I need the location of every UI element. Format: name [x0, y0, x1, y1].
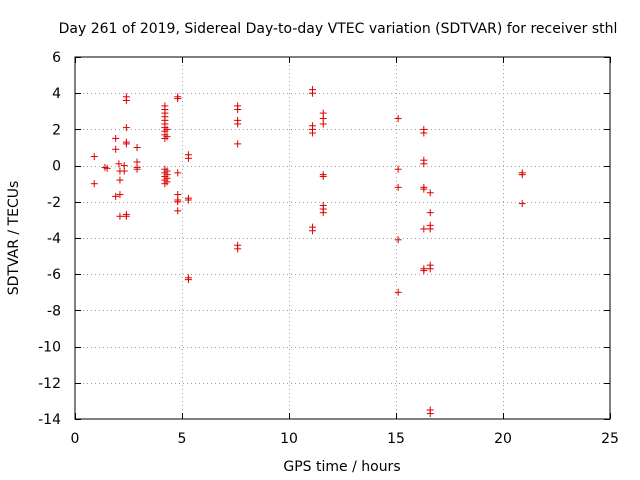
data-point — [309, 129, 317, 137]
data-point — [116, 191, 124, 199]
chart-title: Day 261 of 2019, Sidereal Day-to-day VTE… — [59, 21, 618, 37]
data-point — [518, 171, 526, 179]
data-point — [420, 267, 428, 275]
data-point — [163, 178, 171, 186]
y-axis-title: SDTVAR / TECUs — [6, 181, 22, 296]
data-point — [122, 212, 130, 220]
data-point — [90, 180, 98, 188]
y-tick-label: 6 — [52, 50, 61, 66]
data-point — [234, 105, 242, 113]
y-tick-label: -6 — [47, 267, 61, 283]
data-point — [234, 120, 242, 128]
data-point — [174, 95, 182, 103]
data-point — [174, 207, 182, 215]
grid-layer — [75, 57, 610, 419]
y-tick-label: -2 — [47, 195, 61, 211]
data-point — [319, 172, 327, 180]
data-point — [426, 225, 434, 233]
data-point — [394, 165, 402, 173]
x-tick-label: 10 — [280, 431, 298, 447]
y-tick-label: 2 — [52, 122, 61, 138]
data-point — [394, 183, 402, 191]
y-tick-label: -4 — [47, 231, 61, 247]
data-point — [394, 115, 402, 123]
data-point — [234, 245, 242, 253]
x-axis-title: GPS time / hours — [283, 459, 400, 475]
x-tick-label: 25 — [601, 431, 619, 447]
data-point — [184, 154, 192, 162]
data-point — [112, 192, 120, 200]
data-point — [112, 134, 120, 142]
y-tick-label: -10 — [38, 340, 61, 356]
data-point — [115, 160, 123, 168]
data-point — [309, 227, 317, 235]
data-point — [184, 276, 192, 284]
y-tick-label: 0 — [52, 159, 61, 175]
data-point — [518, 200, 526, 208]
data-point — [90, 153, 98, 161]
data-point — [309, 89, 317, 97]
x-tick-label: 5 — [178, 431, 187, 447]
data-point — [174, 198, 182, 206]
data-point — [122, 124, 130, 132]
tick-layer — [75, 57, 611, 420]
data-point — [133, 144, 141, 151]
data-point — [319, 120, 327, 128]
data-point — [426, 265, 434, 273]
y-tick-label: 4 — [52, 86, 61, 102]
data-point — [234, 140, 242, 148]
data-point — [112, 145, 120, 153]
data-point — [394, 288, 402, 296]
x-tick-label: 15 — [387, 431, 405, 447]
data-point — [184, 196, 192, 204]
y-tick-label: -8 — [47, 303, 61, 319]
data-point — [426, 209, 434, 217]
data-point — [426, 410, 434, 418]
data-point — [174, 169, 182, 177]
data-point — [103, 164, 111, 172]
data-point — [133, 165, 141, 173]
data-point — [122, 96, 130, 104]
data-point — [394, 236, 402, 244]
data-point — [116, 176, 124, 184]
y-tick-label: -12 — [38, 376, 61, 392]
x-tick-label: 20 — [494, 431, 512, 447]
data-point — [120, 167, 128, 175]
data-point — [319, 209, 327, 217]
data-point — [420, 185, 428, 193]
data-point-layer — [90, 86, 526, 418]
data-point — [420, 129, 428, 137]
data-point — [426, 189, 434, 197]
data-point — [163, 133, 171, 141]
data-point — [122, 140, 130, 148]
data-point — [163, 125, 171, 133]
data-point — [116, 212, 124, 220]
x-tick-label: 0 — [71, 431, 80, 447]
data-point — [420, 160, 428, 168]
data-point — [420, 225, 428, 233]
y-tick-label: -14 — [38, 412, 61, 428]
